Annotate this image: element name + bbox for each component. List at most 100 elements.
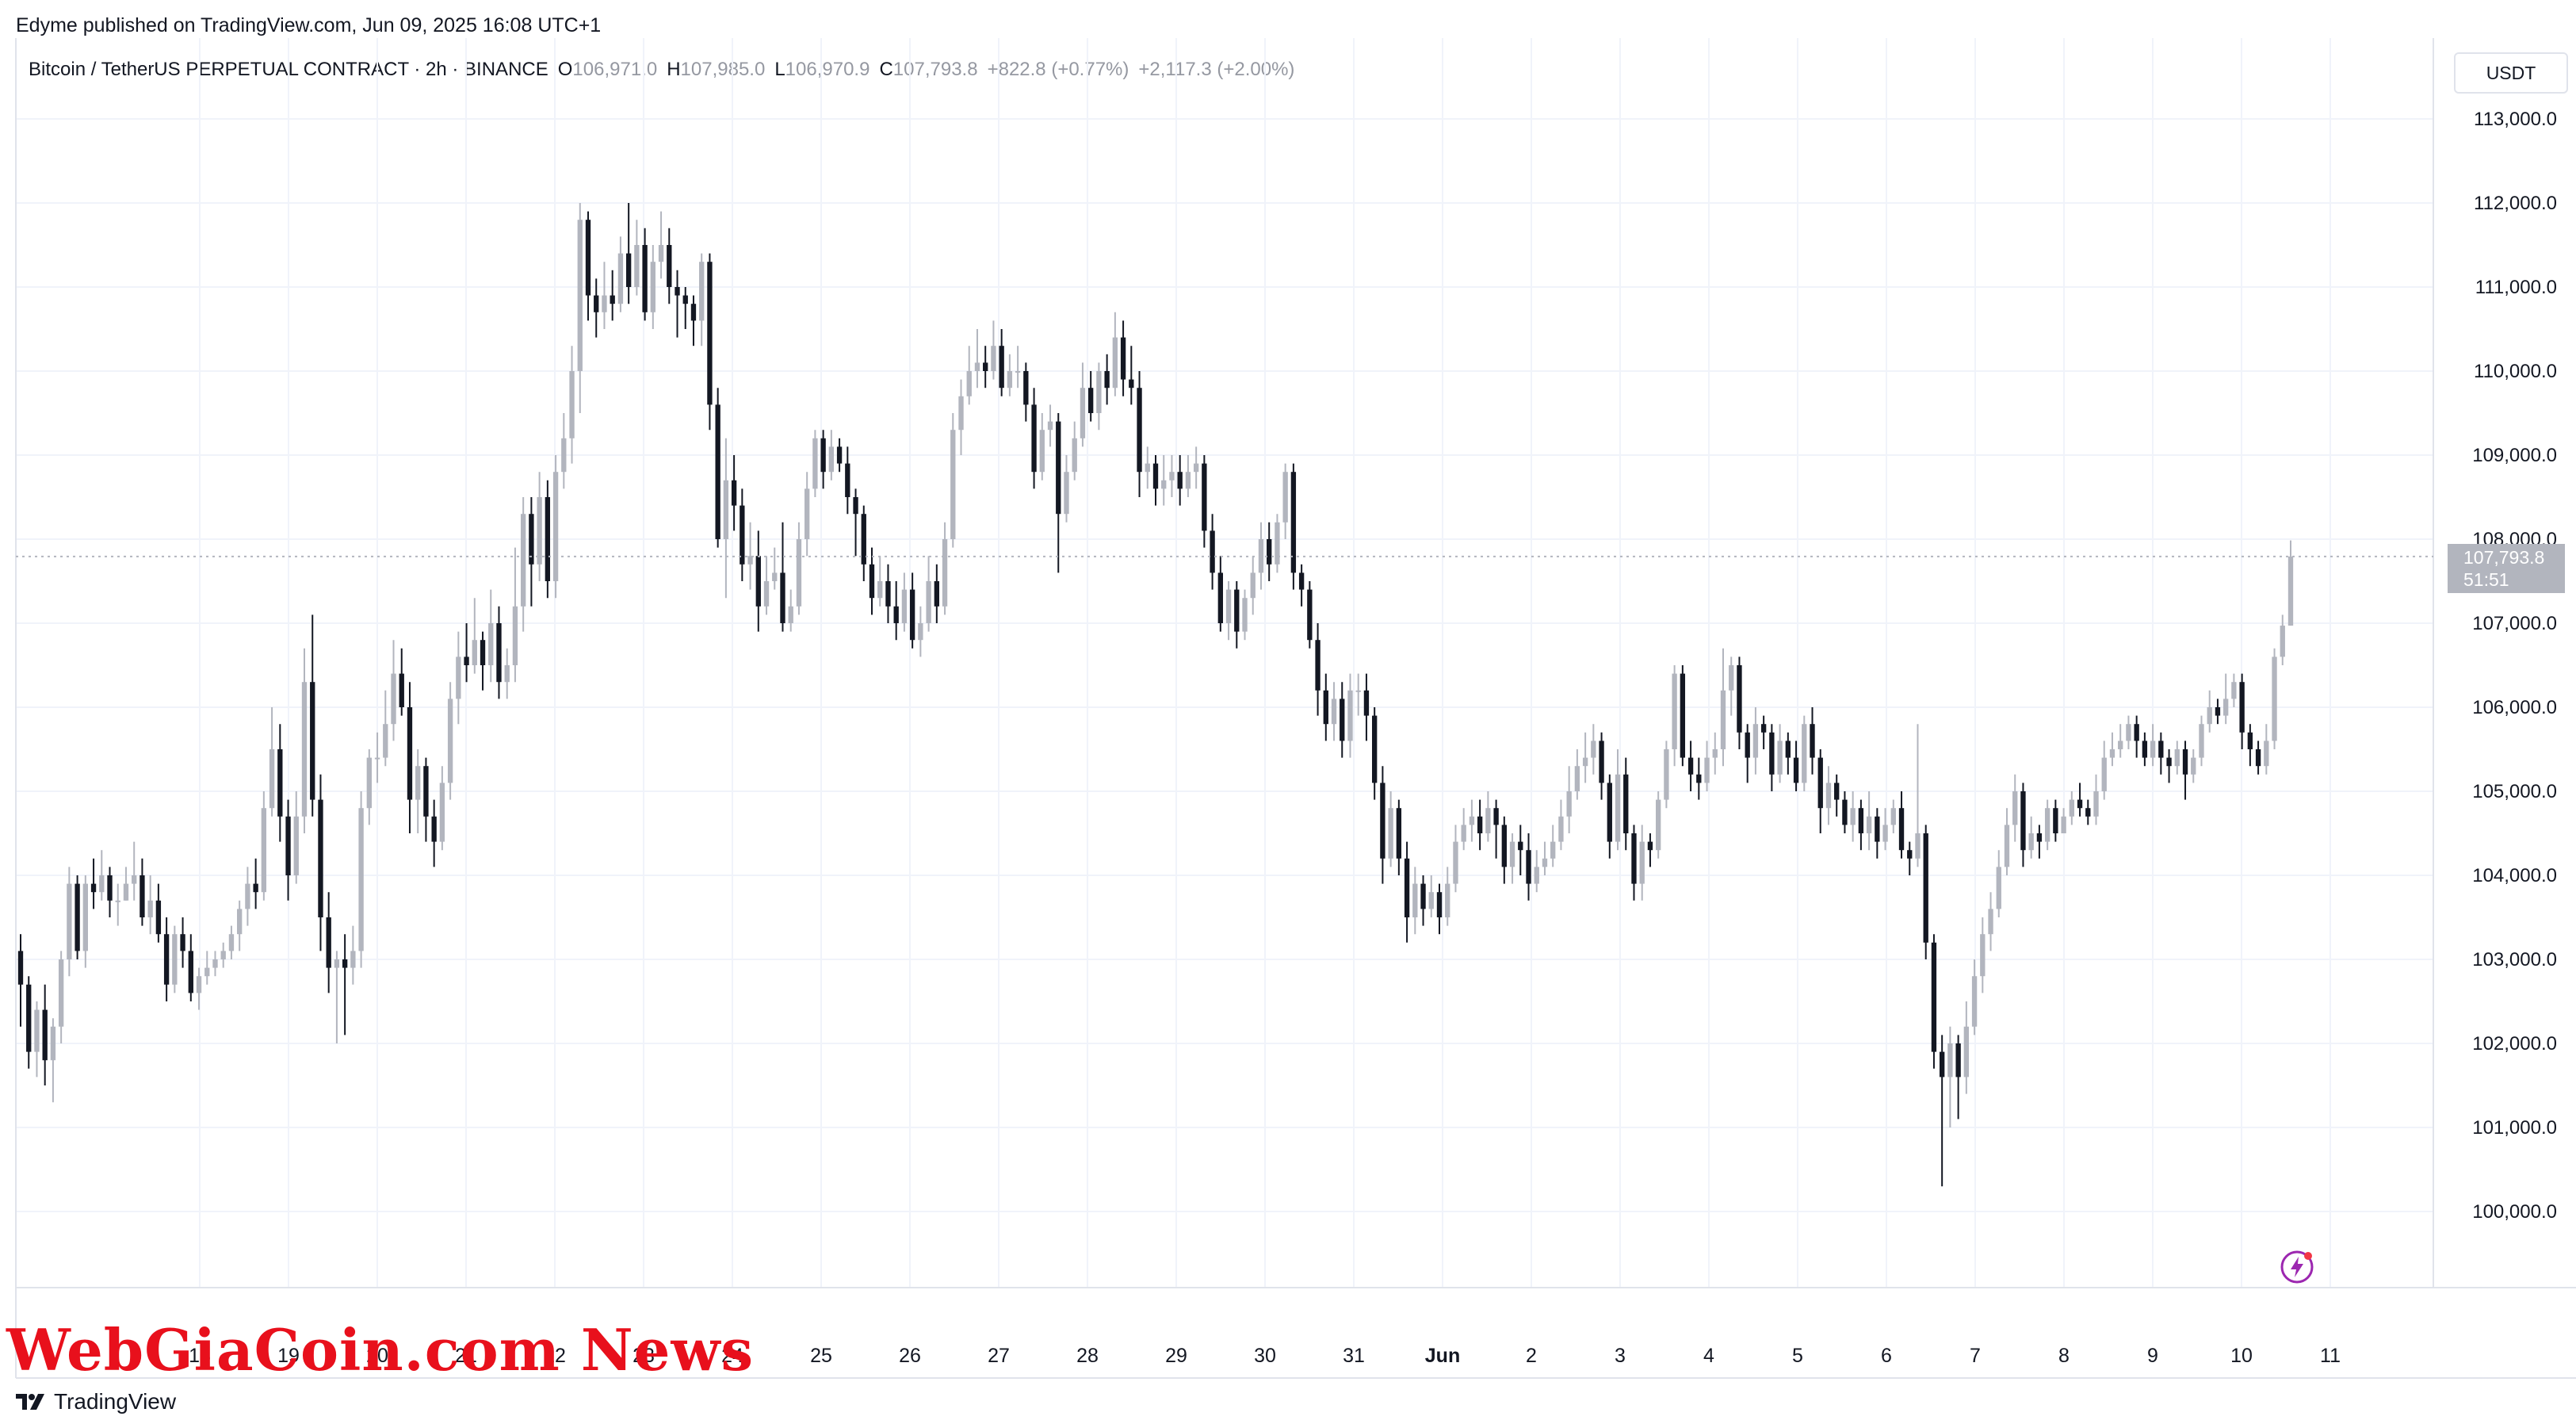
x-tick-label: 6 xyxy=(1881,1345,1892,1367)
candle-body xyxy=(1988,909,1993,935)
candle-body xyxy=(788,606,793,623)
flash-icon[interactable] xyxy=(2279,1249,2315,1285)
candle-body xyxy=(1769,732,1775,775)
candle-body xyxy=(1282,472,1288,523)
candle-body xyxy=(1347,690,1353,741)
candle-body xyxy=(537,497,542,565)
candle-body xyxy=(326,917,331,968)
candle-body xyxy=(212,959,218,968)
candle-body xyxy=(1947,1043,1953,1078)
candle-body xyxy=(869,564,875,599)
candle-body xyxy=(828,446,835,473)
candle-body xyxy=(423,766,429,817)
candle-body xyxy=(1193,463,1199,473)
candle-body xyxy=(983,362,988,371)
x-tick-label: Jun xyxy=(1425,1345,1460,1367)
candle-body xyxy=(1802,724,1807,783)
candle-body xyxy=(2109,749,2115,758)
watermark-text: WebGiaCoin.com News xyxy=(6,1316,754,1384)
tradingview-brand[interactable]: TradingView xyxy=(14,1389,176,1414)
candle-body xyxy=(2118,741,2123,749)
currency-selector[interactable]: USDT xyxy=(2454,52,2568,94)
candle-body xyxy=(1007,371,1013,389)
candle-body xyxy=(1072,438,1077,473)
candle-body xyxy=(1031,404,1037,473)
candle-body xyxy=(374,757,380,760)
y-tick-label: 104,000.0 xyxy=(2472,865,2557,886)
candle-body xyxy=(2239,682,2245,733)
candle-body xyxy=(1420,883,1426,909)
candle-body xyxy=(1752,724,1759,758)
candle-body xyxy=(2231,682,2237,699)
candle-body xyxy=(699,262,705,321)
candle-body xyxy=(1940,1051,1945,1078)
candle-body xyxy=(2166,757,2172,767)
candle-body xyxy=(1793,757,1799,783)
candle-body xyxy=(1112,337,1118,389)
candle-body xyxy=(625,253,632,287)
candle-body xyxy=(2093,791,2099,817)
candle-body xyxy=(1023,371,1029,405)
candle-body xyxy=(1526,850,1531,884)
candle-body xyxy=(731,480,737,506)
candle-body xyxy=(763,581,770,607)
x-tick-label: 21 xyxy=(455,1345,477,1367)
candle-body xyxy=(1898,808,1905,851)
candle-body xyxy=(1461,825,1466,842)
candle-body xyxy=(1566,791,1572,817)
time-axis[interactable]: 18 19 20 21 22 23 24 25 26 27 28 29 30 31 Jun 2 3 4 5 6 7 8 9 1… xyxy=(189,1345,2341,1367)
low-value: 106,970.9 xyxy=(785,59,870,80)
candle-body xyxy=(958,396,964,431)
candle-body xyxy=(1971,976,1978,1027)
candle-body xyxy=(1591,741,1596,758)
candle-body xyxy=(1363,690,1370,716)
publish-info: Edyme published on TradingView.com, Jun … xyxy=(16,14,602,36)
candle-body xyxy=(2142,741,2148,758)
candle-body xyxy=(1664,749,1669,800)
candle-body xyxy=(107,875,113,901)
candle-body xyxy=(237,909,243,935)
candle-body xyxy=(2053,808,2058,833)
candle-body xyxy=(1817,757,1823,809)
candle-body xyxy=(2215,707,2221,716)
candle-body xyxy=(723,480,729,539)
candle-body xyxy=(155,900,162,935)
candle-body xyxy=(755,556,761,607)
candle-body xyxy=(805,488,810,539)
candle-body xyxy=(2174,749,2180,767)
candle-body xyxy=(1672,673,1677,749)
candle-body xyxy=(358,808,364,951)
candle-body xyxy=(2264,741,2269,767)
candle-body xyxy=(1582,757,1588,767)
candle-body xyxy=(1453,841,1458,884)
y-tick-label: 107,000.0 xyxy=(2472,613,2557,634)
x-tick-label: 29 xyxy=(1165,1345,1187,1367)
candle-body xyxy=(861,514,866,565)
candle-body xyxy=(1623,774,1629,833)
y-tick-label: 101,000.0 xyxy=(2472,1117,2557,1139)
price-axis[interactable]: 100,000.0 101,000.0 102,000.0 103,000.0 104,… xyxy=(2472,109,2557,1223)
candle-body xyxy=(1720,690,1726,749)
candle-body xyxy=(1737,665,1742,733)
x-tick-label: 10 xyxy=(2230,1345,2253,1367)
candle-body xyxy=(415,766,421,800)
candle-body xyxy=(407,707,413,800)
candle-body xyxy=(82,883,88,951)
candle-body xyxy=(1404,858,1410,917)
close-label: C xyxy=(879,59,893,80)
candle-body xyxy=(1931,942,1937,1052)
candle-body xyxy=(1607,783,1612,842)
y-tick-label: 106,000.0 xyxy=(2472,697,2557,718)
candle-body xyxy=(602,295,607,312)
candle-body xyxy=(277,749,283,817)
candle-body xyxy=(1372,715,1378,783)
high-label: H xyxy=(667,59,681,80)
candle-body xyxy=(545,497,551,581)
candle-body xyxy=(1217,572,1223,623)
candle-body xyxy=(812,438,818,489)
candle-body xyxy=(2012,791,2018,825)
candle-body xyxy=(1825,783,1832,809)
candle-body xyxy=(1015,371,1021,373)
candles xyxy=(17,203,2294,1187)
